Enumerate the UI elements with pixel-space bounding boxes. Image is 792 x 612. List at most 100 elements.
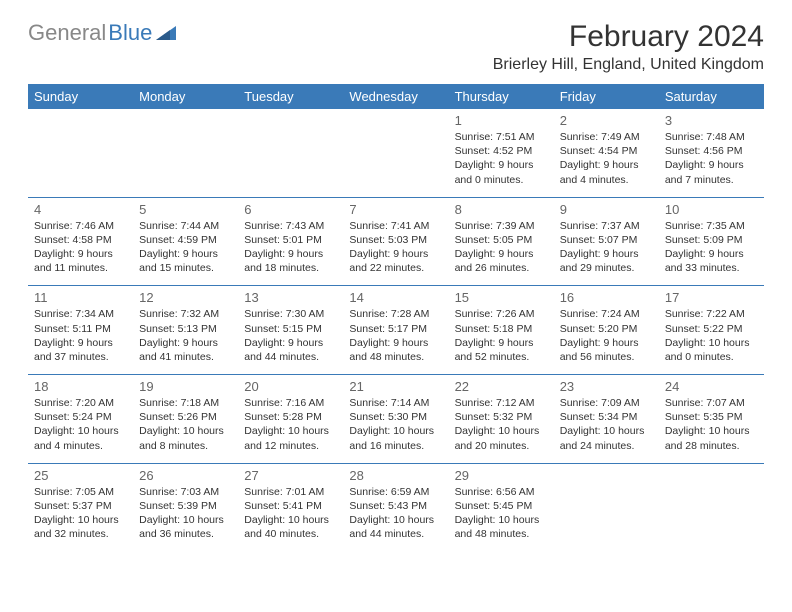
day-number: 10 [665,202,758,217]
sunrise-line: Sunrise: 7:12 AM [455,396,548,410]
sunset-line: Sunset: 5:30 PM [349,410,442,424]
sunset-line: Sunset: 5:05 PM [455,233,548,247]
day-cell: 14Sunrise: 7:28 AMSunset: 5:17 PMDayligh… [343,286,448,375]
sunrise-line: Sunrise: 7:09 AM [560,396,653,410]
sunset-line: Sunset: 5:32 PM [455,410,548,424]
sunset-line: Sunset: 5:18 PM [455,322,548,336]
logo: GeneralBlue [28,20,176,46]
calendar-row: 4Sunrise: 7:46 AMSunset: 4:58 PMDaylight… [28,197,764,286]
calendar-row: 25Sunrise: 7:05 AMSunset: 5:37 PMDayligh… [28,463,764,551]
sunrise-line: Sunrise: 7:26 AM [455,307,548,321]
day-cell: 15Sunrise: 7:26 AMSunset: 5:18 PMDayligh… [449,286,554,375]
day-number: 27 [244,468,337,483]
daylight-line: Daylight: 9 hours and 4 minutes. [560,158,653,186]
sunrise-line: Sunrise: 7:03 AM [139,485,232,499]
empty-cell [554,463,659,551]
day-cell: 1Sunrise: 7:51 AMSunset: 4:52 PMDaylight… [449,109,554,197]
sunrise-line: Sunrise: 6:59 AM [349,485,442,499]
day-cell: 18Sunrise: 7:20 AMSunset: 5:24 PMDayligh… [28,375,133,464]
day-number: 22 [455,379,548,394]
daylight-line: Daylight: 9 hours and 52 minutes. [455,336,548,364]
calendar-table: Sunday Monday Tuesday Wednesday Thursday… [28,84,764,551]
sunset-line: Sunset: 4:56 PM [665,144,758,158]
empty-cell [343,109,448,197]
day-number: 29 [455,468,548,483]
day-number: 24 [665,379,758,394]
daylight-line: Daylight: 9 hours and 37 minutes. [34,336,127,364]
calendar-row: 11Sunrise: 7:34 AMSunset: 5:11 PMDayligh… [28,286,764,375]
title-block: February 2024 Brierley Hill, England, Un… [493,20,764,74]
sunset-line: Sunset: 5:20 PM [560,322,653,336]
sunrise-line: Sunrise: 7:51 AM [455,130,548,144]
daylight-line: Daylight: 9 hours and 26 minutes. [455,247,548,275]
day-number: 8 [455,202,548,217]
day-cell: 3Sunrise: 7:48 AMSunset: 4:56 PMDaylight… [659,109,764,197]
daylight-line: Daylight: 9 hours and 15 minutes. [139,247,232,275]
day-cell: 25Sunrise: 7:05 AMSunset: 5:37 PMDayligh… [28,463,133,551]
day-cell: 20Sunrise: 7:16 AMSunset: 5:28 PMDayligh… [238,375,343,464]
calendar-body: 1Sunrise: 7:51 AMSunset: 4:52 PMDaylight… [28,109,764,551]
sunrise-line: Sunrise: 7:32 AM [139,307,232,321]
day-cell: 6 Sunrise: 7:43 AMSunset: 5:01 PMDaylight… [238,197,343,286]
sunrise-line: Sunrise: 7:48 AM [665,130,758,144]
sunset-line: Sunset: 5:13 PM [139,322,232,336]
day-cell: 7Sunrise: 7:41 AMSunset: 5:03 PMDaylight… [343,197,448,286]
day-number: 12 [139,290,232,305]
sunrise-line: Sunrise: 7:49 AM [560,130,653,144]
day-cell: 29Sunrise: 6:56 AMSunset: 5:45 PMDayligh… [449,463,554,551]
day-header: Friday [554,84,659,109]
day-header: Saturday [659,84,764,109]
sunset-line: Sunset: 5:11 PM [34,322,127,336]
sunset-line: Sunset: 5:24 PM [34,410,127,424]
sunrise-line: Sunrise: 7:35 AM [665,219,758,233]
daylight-line: Daylight: 9 hours and 22 minutes. [349,247,442,275]
sunset-line: Sunset: 4:52 PM [455,144,548,158]
day-number: 6 [244,202,337,217]
sunrise-line: Sunrise: 7:20 AM [34,396,127,410]
empty-cell [659,463,764,551]
sunrise-line: Sunrise: 7:43 AM [244,219,337,233]
sunset-line: Sunset: 5:07 PM [560,233,653,247]
day-number: 9 [560,202,653,217]
sunset-line: Sunset: 5:43 PM [349,499,442,513]
daylight-line: Daylight: 9 hours and 18 minutes. [244,247,337,275]
day-cell: 8Sunrise: 7:39 AMSunset: 5:05 PMDaylight… [449,197,554,286]
sunset-line: Sunset: 5:28 PM [244,410,337,424]
day-number: 28 [349,468,442,483]
calendar-page: GeneralBlue February 2024 Brierley Hill,… [0,0,792,571]
day-number: 17 [665,290,758,305]
day-cell: 26Sunrise: 7:03 AMSunset: 5:39 PMDayligh… [133,463,238,551]
sunset-line: Sunset: 5:39 PM [139,499,232,513]
day-cell: 10Sunrise: 7:35 AMSunset: 5:09 PMDayligh… [659,197,764,286]
sunrise-line: Sunrise: 7:01 AM [244,485,337,499]
daylight-line: Daylight: 9 hours and 56 minutes. [560,336,653,364]
day-cell: 12 Sunrise: 7:32 AMSunset: 5:13 PMDayligh… [133,286,238,375]
day-header: Monday [133,84,238,109]
sunrise-line: Sunrise: 7:07 AM [665,396,758,410]
sunset-line: Sunset: 5:01 PM [244,233,337,247]
daylight-line: Daylight: 9 hours and 29 minutes. [560,247,653,275]
sunrise-line: Sunrise: 7:05 AM [34,485,127,499]
day-number: 14 [349,290,442,305]
daylight-line: Daylight: 10 hours and 44 minutes. [349,513,442,541]
sunrise-line: Sunrise: 7:37 AM [560,219,653,233]
daylight-line: Daylight: 9 hours and 7 minutes. [665,158,758,186]
day-number: 11 [34,290,127,305]
sunrise-line: Sunrise: 6:56 AM [455,485,548,499]
sunrise-line: Sunrise: 7:22 AM [665,307,758,321]
sunset-line: Sunset: 5:17 PM [349,322,442,336]
daylight-line: Daylight: 9 hours and 41 minutes. [139,336,232,364]
day-number: 5 [139,202,232,217]
daylight-line: Daylight: 10 hours and 20 minutes. [455,424,548,452]
calendar-row: 1Sunrise: 7:51 AMSunset: 4:52 PMDaylight… [28,109,764,197]
empty-cell [133,109,238,197]
calendar-row: 18Sunrise: 7:20 AMSunset: 5:24 PMDayligh… [28,375,764,464]
sunrise-line: Sunrise: 7:16 AM [244,396,337,410]
sunset-line: Sunset: 5:09 PM [665,233,758,247]
daylight-line: Daylight: 9 hours and 48 minutes. [349,336,442,364]
logo-text-gray: General [28,20,106,46]
sunset-line: Sunset: 4:54 PM [560,144,653,158]
day-cell: 9 Sunrise: 7:37 AMSunset: 5:07 PMDaylight… [554,197,659,286]
day-number: 26 [139,468,232,483]
empty-cell [238,109,343,197]
